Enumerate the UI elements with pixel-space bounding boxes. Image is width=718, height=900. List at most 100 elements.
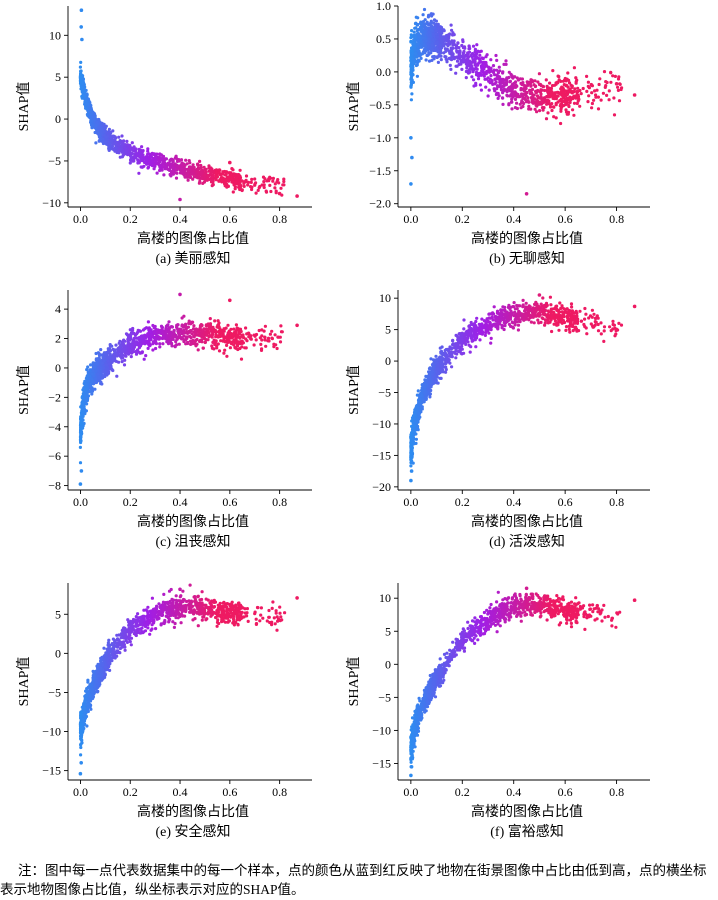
data-point	[592, 98, 596, 102]
data-point-outlier	[178, 292, 182, 297]
data-point	[541, 101, 545, 105]
data-point	[472, 54, 476, 58]
data-point	[575, 101, 579, 106]
data-point	[484, 55, 488, 59]
data-point	[130, 151, 134, 156]
data-point	[108, 352, 112, 356]
data-point	[472, 67, 476, 71]
data-point	[466, 51, 470, 55]
data-point	[475, 63, 480, 67]
data-point	[189, 172, 193, 176]
data-point	[145, 339, 149, 343]
data-point	[612, 113, 617, 117]
data-point	[570, 305, 574, 309]
data-point	[188, 334, 192, 338]
data-point	[227, 175, 231, 179]
data-point	[260, 183, 264, 187]
data-point	[616, 85, 620, 89]
data-point	[264, 344, 268, 348]
data-point	[195, 167, 200, 171]
data-point	[476, 77, 481, 81]
data-point	[234, 330, 238, 334]
data-point	[143, 327, 147, 331]
data-point	[531, 98, 535, 102]
data-point	[590, 101, 595, 106]
data-point	[120, 144, 124, 148]
data-point	[409, 464, 413, 468]
data-point	[585, 89, 589, 93]
data-point	[114, 343, 118, 347]
data-point	[82, 387, 86, 391]
data-point	[415, 74, 419, 78]
data-point	[418, 25, 422, 30]
data-point	[85, 102, 89, 106]
data-point	[436, 47, 440, 51]
data-point	[572, 90, 576, 94]
data-point	[539, 92, 543, 96]
data-point	[250, 187, 254, 192]
data-point	[461, 58, 465, 62]
data-point	[415, 63, 419, 67]
data-point	[479, 49, 483, 53]
data-point	[460, 347, 464, 351]
data-point	[129, 345, 133, 349]
data-point	[81, 401, 85, 405]
data-point	[131, 326, 135, 331]
data-point	[269, 189, 273, 194]
data-point	[409, 72, 413, 76]
data-point	[549, 88, 553, 92]
data-point	[229, 327, 233, 331]
data-point	[473, 57, 477, 61]
data-point	[460, 43, 464, 48]
y-tick-label: 0.5	[376, 32, 391, 46]
data-point	[78, 65, 82, 69]
data-point	[508, 94, 512, 98]
data-point	[153, 331, 157, 335]
data-point	[140, 157, 144, 161]
data-point	[244, 326, 248, 330]
data-point	[434, 32, 438, 36]
data-point	[135, 153, 139, 157]
data-point	[139, 334, 143, 338]
data-point	[81, 414, 85, 418]
data-point	[409, 70, 413, 74]
data-point	[145, 162, 149, 166]
data-point	[246, 180, 251, 184]
data-point	[496, 96, 500, 100]
data-point	[161, 342, 165, 346]
data-point	[158, 165, 162, 169]
data-point	[451, 42, 455, 46]
data-point	[237, 183, 241, 187]
data-point	[202, 180, 206, 184]
data-point	[202, 176, 206, 180]
data-point	[447, 49, 451, 54]
data-point	[538, 109, 542, 113]
data-point	[210, 184, 214, 188]
data-point	[146, 334, 150, 338]
data-point	[568, 98, 573, 102]
data-point	[244, 346, 248, 350]
data-point	[100, 376, 104, 380]
data-point	[509, 100, 514, 104]
data-point	[480, 317, 484, 321]
data-point	[140, 145, 144, 149]
data-point	[158, 345, 162, 349]
data-point	[216, 323, 220, 327]
x-tick-label: 0.6	[222, 495, 237, 509]
data-point	[180, 164, 184, 168]
data-point	[167, 161, 171, 165]
data-point	[502, 87, 506, 91]
data-point	[239, 357, 244, 361]
data-point	[88, 389, 92, 394]
data-point	[119, 344, 123, 348]
y-tick-label: −1.5	[369, 164, 391, 178]
data-point	[558, 104, 562, 108]
data-point	[128, 145, 132, 149]
data-point	[551, 105, 556, 109]
data-point	[159, 157, 163, 161]
data-point	[196, 163, 200, 167]
data-point	[92, 117, 96, 121]
data-point	[473, 61, 477, 65]
data-point	[226, 323, 230, 327]
data-point	[578, 104, 582, 108]
